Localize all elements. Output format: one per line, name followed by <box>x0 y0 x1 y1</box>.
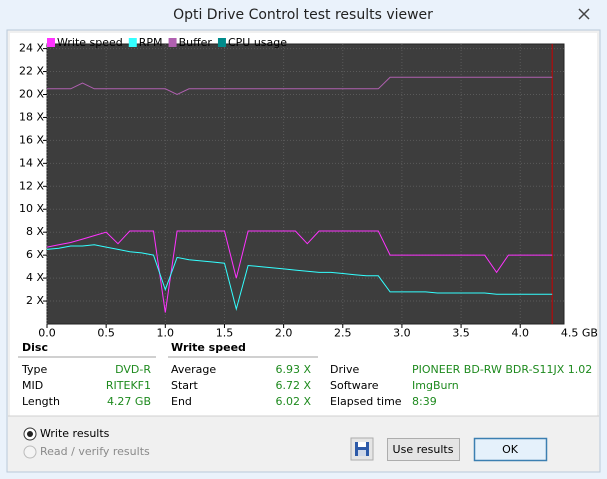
info-label: Software <box>330 379 379 392</box>
x-tick-label: 2.0 <box>275 326 293 339</box>
save-icon-label[interactable] <box>358 442 366 447</box>
radio-dot[interactable] <box>27 431 33 437</box>
info-value: 6.93 X <box>275 363 311 376</box>
y-tick-label: 14 X <box>19 156 44 169</box>
close-button[interactable] <box>569 4 599 24</box>
legend-label: Buffer <box>179 36 213 49</box>
x-tick-label: 3.5 <box>452 326 470 339</box>
radio-label[interactable]: Write results <box>40 427 110 440</box>
info-value: 4.27 GB <box>107 395 151 408</box>
legend-swatch <box>128 38 137 47</box>
legend-label: Write speed <box>57 36 123 49</box>
y-tick-label: 24 X <box>19 42 44 55</box>
x-tick-label: 4.5 GB <box>561 326 598 339</box>
legend-swatch <box>168 38 177 47</box>
info-label: Type <box>21 363 47 376</box>
series-line <box>46 230 553 313</box>
y-tick-label: 8 X <box>26 225 44 238</box>
info-label: Drive <box>330 363 360 376</box>
y-tick-label: 18 X <box>19 110 44 123</box>
x-tick-label: 3.0 <box>393 326 411 339</box>
x-tick-label: 0.0 <box>38 326 56 339</box>
y-tick-label: 22 X <box>19 65 44 78</box>
close-icon[interactable] <box>578 8 590 20</box>
read-results-radio: Read / verify results <box>23 445 150 459</box>
y-tick-label: 16 X <box>19 133 44 146</box>
chart: 2 X 4 X 6 X 8 X 10 X 12 X 14 X 16 X 18 X 20 X 22 X… <box>19 36 598 339</box>
x-tick-label: 1.5 <box>216 326 234 339</box>
info-label: Average <box>171 363 216 376</box>
x-tick-label: 4.0 <box>511 326 529 339</box>
plot-area <box>46 43 565 325</box>
x-tick-label: 0.5 <box>97 326 115 339</box>
y-tick-label: 6 X <box>26 248 44 261</box>
info-value: DVD-R <box>115 363 151 376</box>
button-label[interactable]: OK <box>502 443 519 456</box>
y-tick-label: 12 X <box>19 179 44 192</box>
y-tick-label: 4 X <box>26 271 44 284</box>
info-label: Length <box>22 395 60 408</box>
x-tick-label: 1.0 <box>157 326 175 339</box>
info-value: 6.72 X <box>275 379 311 392</box>
button[interactable] <box>473 437 548 462</box>
info-value: 6.02 X <box>275 395 311 408</box>
info-label: Elapsed time <box>330 395 402 408</box>
ok-button[interactable]: OK <box>473 437 548 462</box>
legend-label: RPM <box>139 36 163 49</box>
info-label: Start <box>171 379 199 392</box>
legend-swatch <box>217 38 226 47</box>
info-label: End <box>171 395 192 408</box>
write-speed-heading: Write speed <box>171 341 246 354</box>
info-value: ImgBurn <box>412 379 459 392</box>
info-label: MID <box>22 379 43 392</box>
x-tick-label: 2.5 <box>334 326 352 339</box>
disc-heading: Disc <box>22 341 48 354</box>
radio <box>23 445 37 459</box>
button[interactable] <box>387 438 460 461</box>
button-label[interactable]: Use results <box>393 443 454 456</box>
radio-label: Read / verify results <box>40 445 150 458</box>
info: Type DVD-R MID RITEKF1 Length 4.27 GB Average 6… <box>21 363 592 408</box>
legend-swatch <box>47 38 55 47</box>
y-tick-label: 20 X <box>19 87 44 100</box>
series-line <box>46 244 553 312</box>
info-value: PIONEER BD-RW BDR-S11JX 1.02 <box>412 363 592 376</box>
use-results-button[interactable]: Use results <box>387 438 460 461</box>
y-tick-label: 2 X <box>26 294 44 307</box>
save-icon-shutter[interactable] <box>358 450 366 456</box>
info-value: 8:39 <box>412 395 437 408</box>
save-button[interactable] <box>350 437 374 461</box>
series-line <box>47 76 553 96</box>
legend-label: CPU usage <box>228 36 287 49</box>
info-value: RITEKF1 <box>106 379 151 392</box>
y-tick-label: 10 X <box>19 202 44 215</box>
window-title: Opti Drive Control test results viewer <box>173 7 433 23</box>
write-results-radio[interactable]: Write results <box>23 427 110 441</box>
